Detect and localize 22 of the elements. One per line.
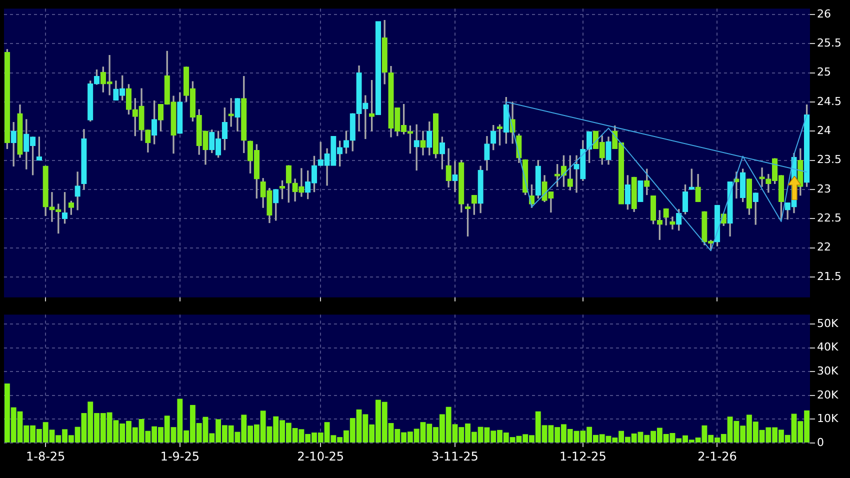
x-tick-label: 1-9-25	[160, 449, 200, 464]
y-tick-label: 10K	[817, 412, 839, 426]
y-tick-label: 23	[817, 182, 831, 196]
y-tick-label: 50K	[817, 316, 839, 330]
y-tick-label: 40K	[817, 340, 839, 354]
y-tick-label: 30K	[817, 364, 839, 378]
x-tick-label: 1-12-25	[559, 449, 606, 464]
x-tick-label: 2-10-25	[297, 449, 344, 464]
y-tick-label: 20K	[817, 388, 839, 402]
y-tick-label: 25	[817, 66, 831, 79]
y-tick-label: 26	[817, 7, 831, 20]
x-tick-label: 2-1-26	[698, 449, 737, 464]
y-tick-label: 24	[817, 124, 831, 137]
y-tick-label: 22	[817, 240, 831, 254]
y-tick-label: 25.5	[817, 36, 842, 50]
y-tick-label: 22.5	[817, 211, 842, 224]
y-tick-label: 24.5	[817, 94, 842, 108]
y-tick-label: 23.5	[817, 153, 842, 166]
y-tick-label: 0	[817, 436, 824, 449]
x-tick-label: 3-11-25	[432, 449, 478, 464]
x-tick-label: 1-8-25	[26, 449, 66, 464]
y-tick-label: 21.5	[817, 270, 842, 283]
